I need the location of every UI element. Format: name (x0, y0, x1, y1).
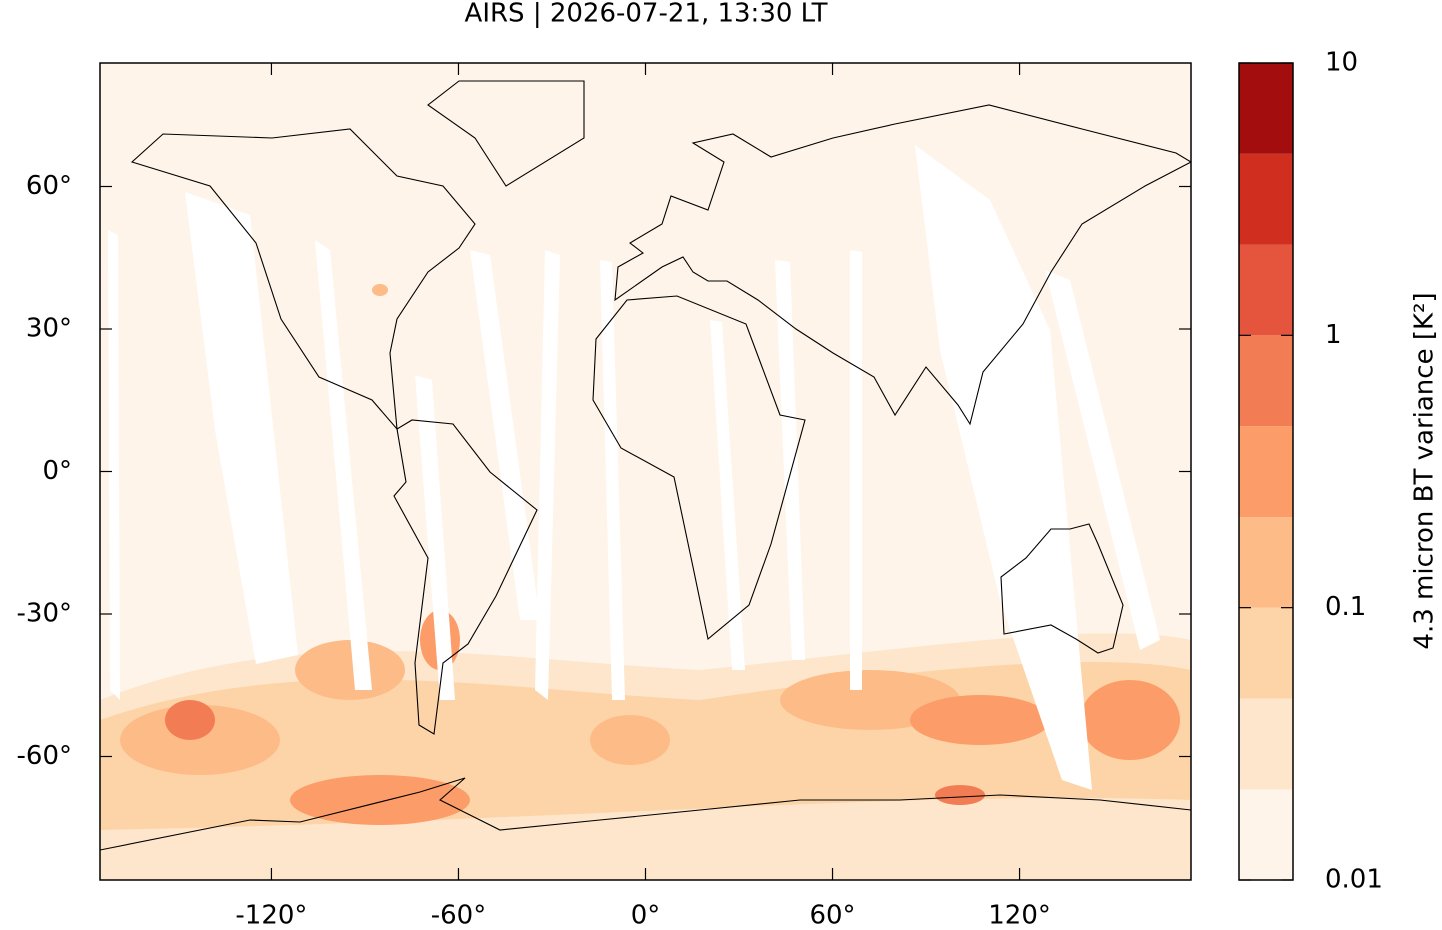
colorbar-band (1239, 426, 1293, 518)
y-tick-label: -30° (17, 599, 72, 629)
colorbar-band (1239, 153, 1293, 245)
data-gaps (108, 145, 1160, 790)
colorbar-frame (1238, 62, 1294, 881)
y-tick-label: -60° (17, 741, 72, 771)
colorbar-band (1239, 698, 1293, 790)
colorbar-tick-label: 0.01 (1325, 865, 1383, 895)
map-field (100, 63, 1191, 880)
colorbar-tick-label: 0.1 (1325, 592, 1366, 622)
x-tick-label: -60° (431, 901, 486, 930)
x-tick-label: 0° (631, 901, 661, 930)
x-tick-label: 60° (809, 901, 855, 930)
colorbar-band (1239, 244, 1293, 336)
variance-field (100, 284, 1191, 880)
colorbar-tick-label: 10 (1325, 48, 1358, 78)
colorbar-tick-label: 1 (1325, 320, 1342, 350)
y-tick-label: 30° (26, 314, 72, 344)
chart-title: AIRS | 2026-07-21, 13:30 LT (465, 0, 828, 29)
x-tick-label: -120° (235, 901, 307, 930)
x-tick-label: 120° (988, 901, 1051, 930)
y-tick-label: 60° (26, 171, 72, 201)
colorbar-band (1239, 335, 1293, 427)
colorbar-band (1239, 517, 1293, 608)
colorbar-band (1239, 607, 1293, 699)
colorbar-band (1239, 789, 1293, 880)
colorbar-band (1239, 63, 1293, 154)
colorbar-label: 4.3 micron BT variance [K²] (1410, 292, 1440, 649)
y-tick-label: 0° (42, 456, 72, 486)
coastlines (100, 80, 1191, 851)
